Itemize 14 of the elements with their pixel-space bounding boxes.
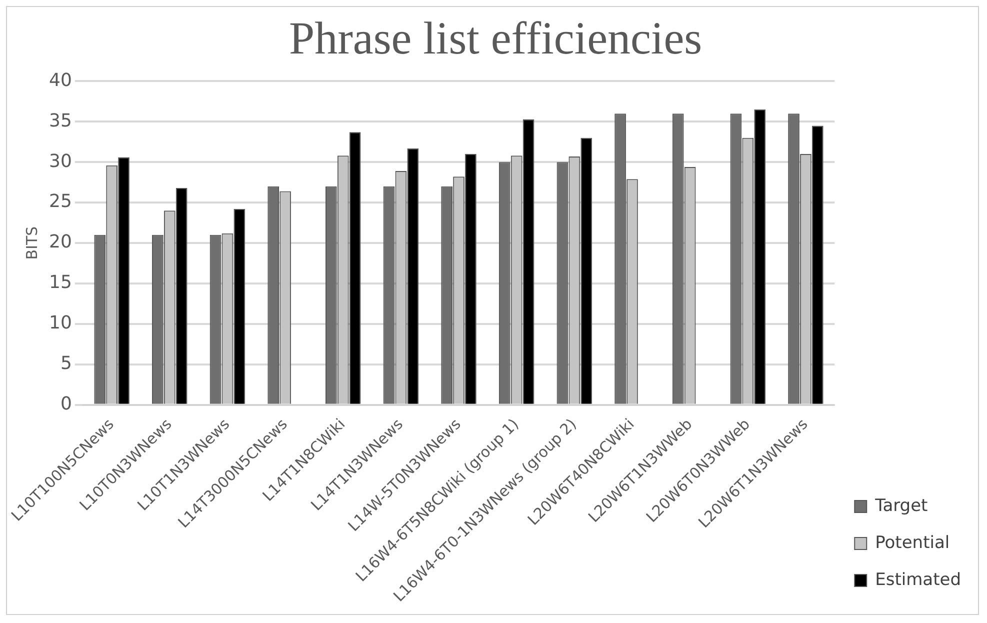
legend-label: Potential [875,532,950,553]
y-tick-label: 40 [49,70,72,91]
legend-label: Estimated [875,570,962,590]
legend-label: Target [874,496,928,516]
y-tick-label: 30 [49,150,72,172]
y-axis-title: BITS [22,226,41,260]
y-tick-label: 35 [49,110,72,132]
y-tick-label: 5 [60,353,72,374]
y-tick-label: 10 [49,312,72,334]
y-tick-label: 15 [49,272,72,294]
y-tick-label: 0 [60,394,72,415]
y-tick-label: 25 [49,191,72,212]
y-tick-label: 20 [49,232,72,253]
chart-title: Phrase list efficiencies [288,12,702,64]
